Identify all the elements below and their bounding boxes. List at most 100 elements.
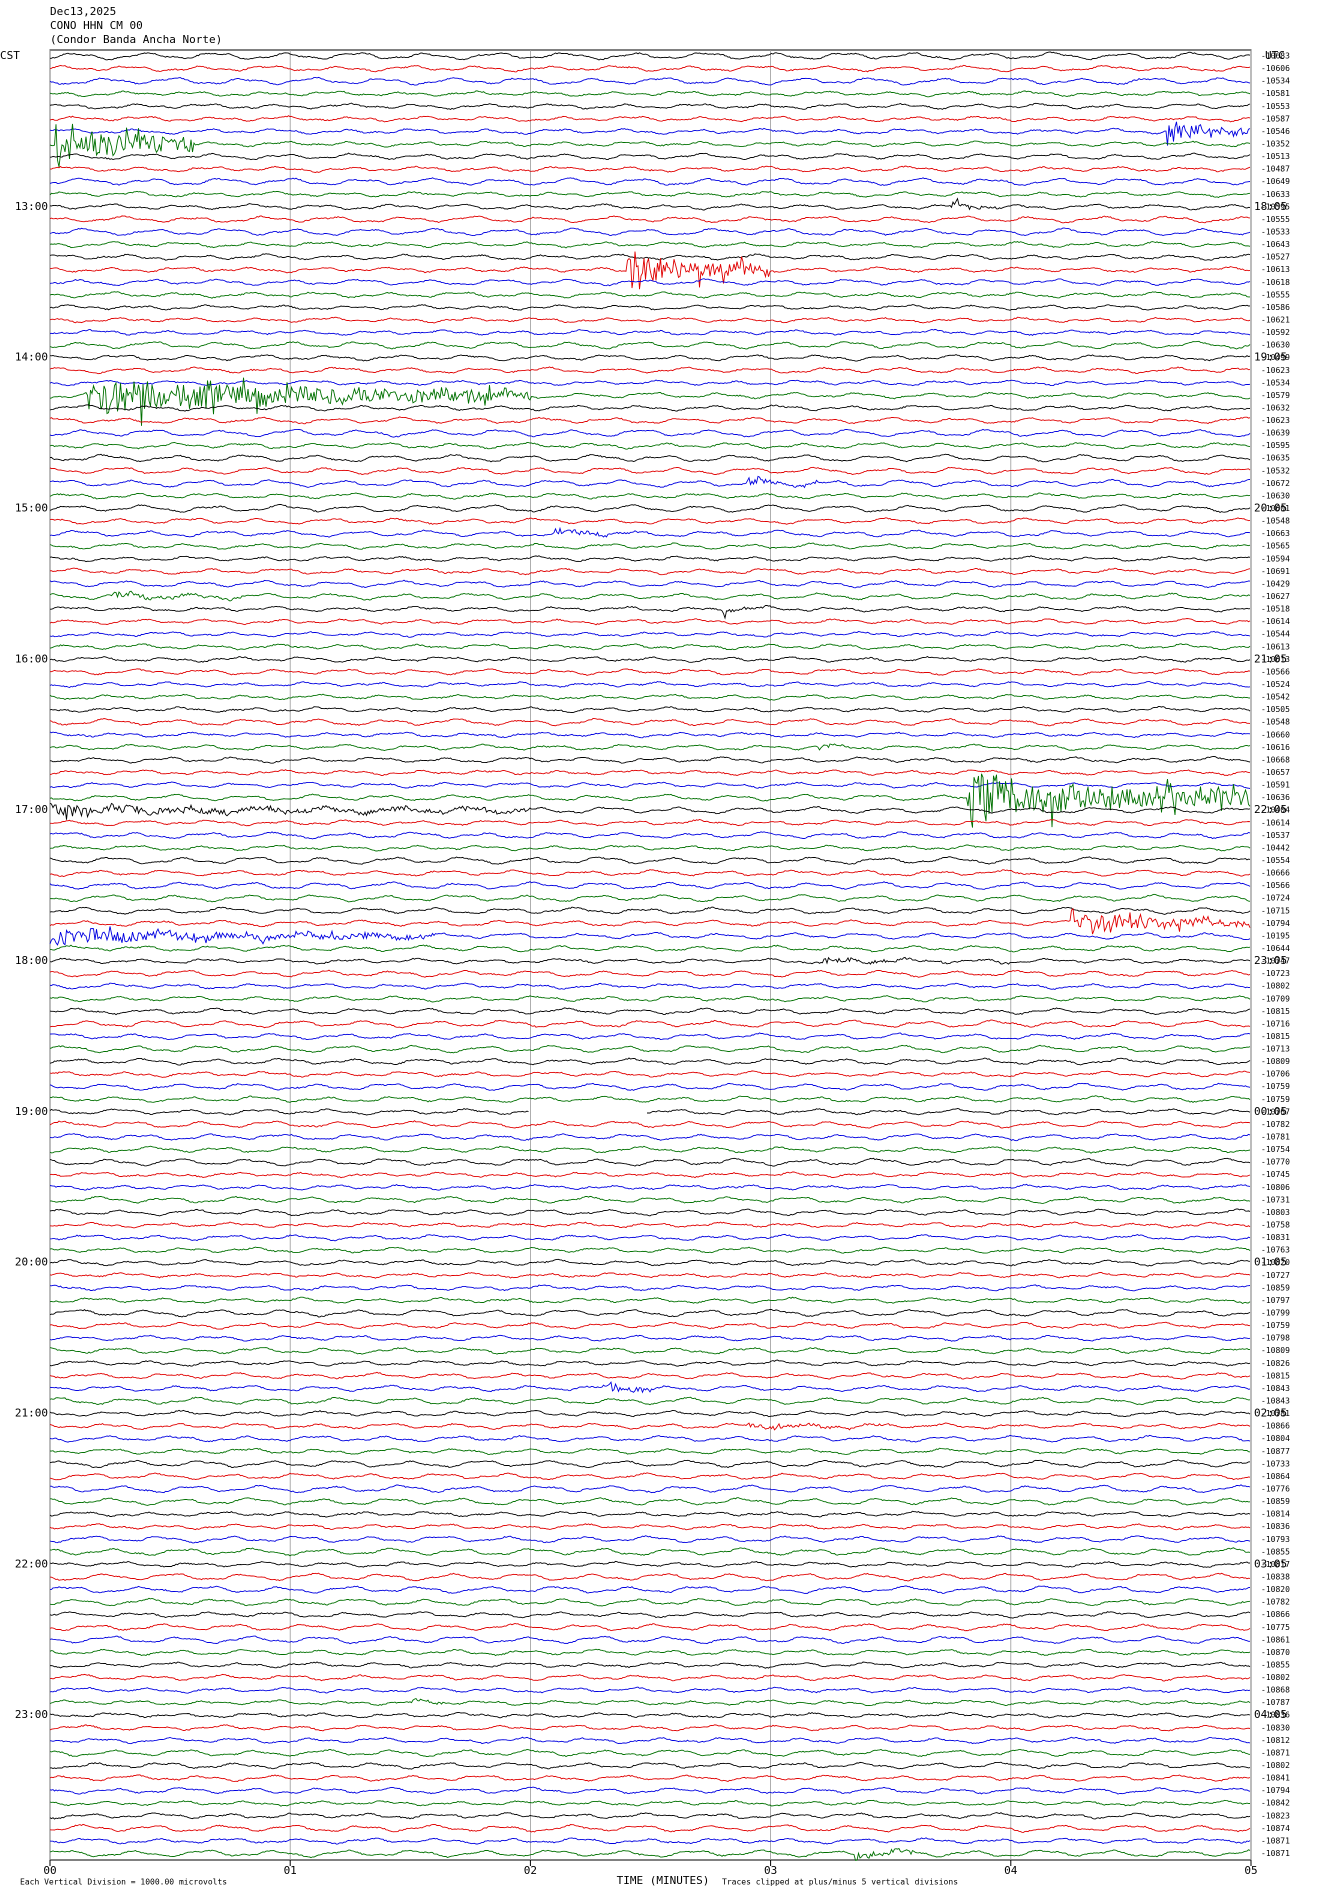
trace — [49, 123, 1251, 167]
trace-offset-label: -10595 — [1261, 441, 1290, 450]
trace-offset-label: -10794 — [1261, 1786, 1290, 1795]
trace-offset-label: -10820 — [1261, 1258, 1290, 1267]
trace — [49, 655, 1251, 663]
trace-offset-label: -10592 — [1261, 328, 1290, 337]
trace — [49, 428, 1251, 438]
left-hour-label: 17:00 — [15, 803, 48, 816]
trace-offset-label: -10623 — [1261, 416, 1290, 425]
trace-offset-label: -10759 — [1261, 1082, 1290, 1091]
trace — [49, 1346, 1251, 1355]
trace-offset-label: -10745 — [1261, 1170, 1290, 1179]
trace — [49, 1673, 1251, 1682]
trace — [49, 1057, 1251, 1066]
trace-offset-label: -10630 — [1261, 491, 1290, 500]
x-tick-label: 00 — [43, 1864, 56, 1877]
trace-offset-label: -10513 — [1261, 152, 1290, 161]
trace-offset-label: -10614 — [1261, 617, 1290, 626]
trace-offset-label: -10861 — [1261, 1635, 1290, 1644]
trace — [49, 328, 1251, 336]
trace-offset-label: -10802 — [1261, 1761, 1290, 1770]
trace-offset-label: -10429 — [1261, 579, 1290, 588]
trace — [49, 354, 1251, 362]
trace — [49, 152, 1251, 161]
clip-note: Traces clipped at plus/minus 5 vertical … — [722, 1878, 958, 1887]
left-hour-label: 13:00 — [15, 200, 48, 213]
trace — [49, 1321, 1251, 1330]
trace-offset-label: -10621 — [1261, 315, 1290, 324]
trace — [50, 51, 1251, 61]
trace-offset-label: -10859 — [1261, 1497, 1290, 1506]
trace — [49, 340, 1251, 350]
trace — [49, 1381, 1251, 1394]
trace — [49, 1284, 1251, 1292]
trace-offset-label: -10555 — [1261, 290, 1290, 299]
trace-offset-label: -10713 — [1261, 1045, 1290, 1054]
right-hour-label: 18:05 — [1254, 200, 1287, 213]
trace-offset-label: -10666 — [1261, 869, 1290, 878]
trace — [49, 1120, 1251, 1129]
trace — [49, 190, 1251, 199]
trace — [49, 1272, 1251, 1279]
trace-offset-label: -10586 — [1261, 303, 1290, 312]
trace-offset-label: -10871 — [1261, 1849, 1290, 1858]
trace — [49, 926, 1251, 946]
trace-offset-label: -10505 — [1261, 705, 1290, 714]
trace — [49, 1547, 1251, 1557]
trace-offset-label: -10632 — [1261, 403, 1290, 412]
trace — [49, 177, 1251, 186]
trace-offset-label: -10759 — [1261, 1095, 1290, 1104]
x-tick-label: 04 — [1004, 1864, 1018, 1877]
trace-offset-label: -10565 — [1261, 542, 1290, 551]
trace-offset-label: -10595 — [1261, 202, 1290, 211]
trace — [49, 1233, 1251, 1242]
trace-offset-label: -10776 — [1261, 1484, 1290, 1493]
trace-offset-label: -10668 — [1261, 755, 1290, 764]
trace-offset-label: -10806 — [1261, 1183, 1290, 1192]
trace-offset-label: -10518 — [1261, 605, 1290, 614]
trace — [49, 781, 1251, 789]
trace-offset-label: -10352 — [1261, 139, 1290, 148]
trace-offset-label: -10546 — [1261, 127, 1290, 136]
trace-offset-label: -10524 — [1261, 680, 1290, 689]
trace-offset-label: -10616 — [1261, 743, 1290, 752]
trace — [49, 278, 1251, 287]
trace — [49, 743, 1251, 751]
trace — [49, 366, 1251, 375]
trace-offset-label: -10532 — [1261, 466, 1290, 475]
trace-offset-label: -10591 — [1261, 781, 1290, 790]
trace-offset-label: -10866 — [1261, 1610, 1290, 1619]
trace-offset-label: -10809 — [1261, 1346, 1290, 1355]
trace — [49, 1799, 1251, 1807]
trace — [49, 906, 1251, 915]
trace — [49, 1711, 1251, 1719]
trace — [49, 1774, 1251, 1783]
trace — [49, 1296, 1251, 1305]
trace — [49, 630, 1251, 638]
trace-offset-label: -10877 — [1261, 1447, 1290, 1456]
trace — [49, 831, 1251, 840]
trace-offset-label: -10404 — [1261, 806, 1290, 815]
right-hour-label: 19:05 — [1254, 351, 1287, 364]
trace — [49, 618, 1251, 626]
trace-offset-label: -10781 — [1261, 1409, 1290, 1418]
trace — [49, 102, 1251, 111]
trace — [49, 643, 1251, 651]
right-hour-label: 01:05 — [1254, 1256, 1287, 1269]
trace-offset-label: -10781 — [1261, 1133, 1290, 1142]
trace-offset-label: -10754 — [1261, 1145, 1290, 1154]
trace-offset-label: -10623 — [1261, 366, 1290, 375]
trace-offset-label: -10566 — [1261, 667, 1290, 676]
trace-offset-label: -10542 — [1261, 693, 1290, 702]
trace-offset-label: -10534 — [1261, 77, 1290, 86]
trace — [49, 90, 1251, 98]
trace — [49, 1724, 1251, 1732]
trace-offset-label: -10826 — [1261, 1359, 1290, 1368]
trace — [49, 492, 1251, 500]
trace-offset-label: -10487 — [1261, 165, 1290, 174]
trace-offset-label: -10815 — [1261, 1371, 1290, 1380]
left-hour-label: 20:00 — [15, 1256, 48, 1269]
trace — [49, 526, 1251, 538]
trace — [49, 1786, 1251, 1795]
trace — [49, 907, 1251, 935]
trace-offset-label: -10566 — [1261, 881, 1290, 890]
